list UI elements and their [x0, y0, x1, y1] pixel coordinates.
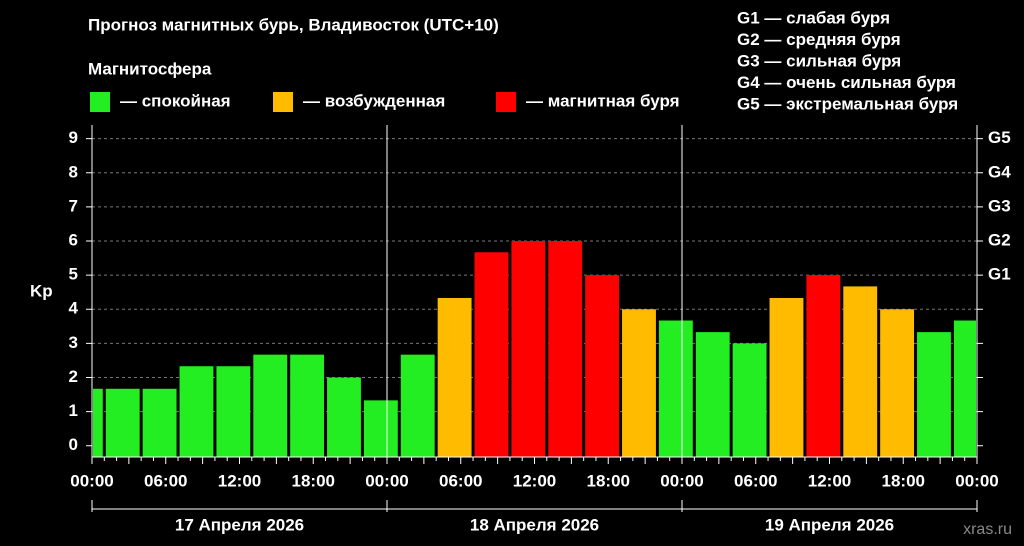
- y-tick-label: 4: [69, 299, 79, 318]
- legend-label: — магнитная буря: [526, 91, 680, 110]
- y-tick-label: 9: [69, 128, 78, 147]
- x-tick-label: 06:00: [144, 471, 187, 490]
- storm-level: G1 — слабая буря: [737, 8, 890, 27]
- x-tick-label: 00:00: [70, 471, 113, 490]
- bar: [253, 354, 288, 457]
- y-tick-label: 5: [69, 265, 78, 284]
- legend-swatch: [90, 92, 110, 112]
- bar: [732, 343, 767, 457]
- legend-title: Магнитосфера: [88, 59, 212, 78]
- y-tick-label: 6: [69, 230, 78, 249]
- bar: [585, 275, 620, 457]
- legend-label: — спокойная: [120, 91, 231, 110]
- bar: [769, 297, 804, 457]
- bar: [511, 241, 546, 457]
- bar: [695, 332, 730, 457]
- storm-level: G3 — сильная буря: [737, 51, 901, 70]
- y2-tick-label: G2: [988, 230, 1011, 249]
- storm-level: G4 — очень сильная буря: [737, 73, 956, 92]
- legend-swatch: [496, 92, 516, 112]
- bar: [142, 388, 177, 457]
- bar: [917, 332, 951, 457]
- bar: [105, 388, 140, 457]
- bar: [327, 377, 361, 457]
- x-tick-label: 18:00: [292, 471, 335, 490]
- bar: [622, 309, 656, 457]
- x-tick-label: 18:00: [882, 471, 925, 490]
- bar: [880, 309, 915, 457]
- day-label: 19 Апреля 2026: [765, 515, 894, 534]
- bar: [843, 286, 878, 457]
- x-tick-label: 12:00: [218, 471, 261, 490]
- x-tick-label: 18:00: [587, 471, 630, 490]
- y-tick-label: 0: [69, 435, 78, 454]
- y-tick-label: 7: [69, 196, 78, 215]
- storm-level: G5 — экстремальная буря: [737, 94, 958, 113]
- y2-tick-label: G4: [988, 162, 1011, 181]
- x-tick-label: 06:00: [734, 471, 777, 490]
- y2-tick-label: G5: [988, 128, 1011, 147]
- day-label: 18 Апреля 2026: [470, 515, 599, 534]
- watermark: xras.ru: [963, 521, 1012, 538]
- bar: [93, 388, 103, 457]
- y-axis-label: Kp: [30, 281, 53, 300]
- bar: [290, 354, 325, 457]
- x-tick-label: 00:00: [365, 471, 408, 490]
- x-tick-label: 00:00: [660, 471, 703, 490]
- storm-level: G2 — средняя буря: [737, 30, 901, 49]
- bar: [400, 354, 435, 457]
- bar: [658, 320, 693, 457]
- x-tick-label: 06:00: [439, 471, 482, 490]
- x-tick-label: 12:00: [808, 471, 851, 490]
- y2-tick-label: G1: [988, 265, 1011, 284]
- bar: [474, 252, 509, 457]
- chart-title: Прогноз магнитных бурь, Владивосток (UTC…: [88, 15, 499, 34]
- y-tick-label: 3: [69, 333, 78, 352]
- x-tick-label: 12:00: [513, 471, 556, 490]
- y-tick-label: 8: [69, 162, 78, 181]
- bar: [953, 320, 976, 457]
- bar: [548, 241, 583, 457]
- x-tick-label: 00:00: [955, 471, 998, 490]
- y-tick-label: 2: [69, 367, 78, 386]
- bar: [437, 297, 472, 457]
- bar: [216, 366, 251, 457]
- y-tick-label: 1: [69, 401, 78, 420]
- legend-swatch: [273, 92, 293, 112]
- day-label: 17 Апреля 2026: [175, 515, 304, 534]
- legend-label: — возбужденная: [303, 91, 445, 110]
- bar: [806, 275, 841, 457]
- y2-tick-label: G3: [988, 196, 1011, 215]
- bar: [179, 366, 214, 457]
- bar: [363, 400, 398, 457]
